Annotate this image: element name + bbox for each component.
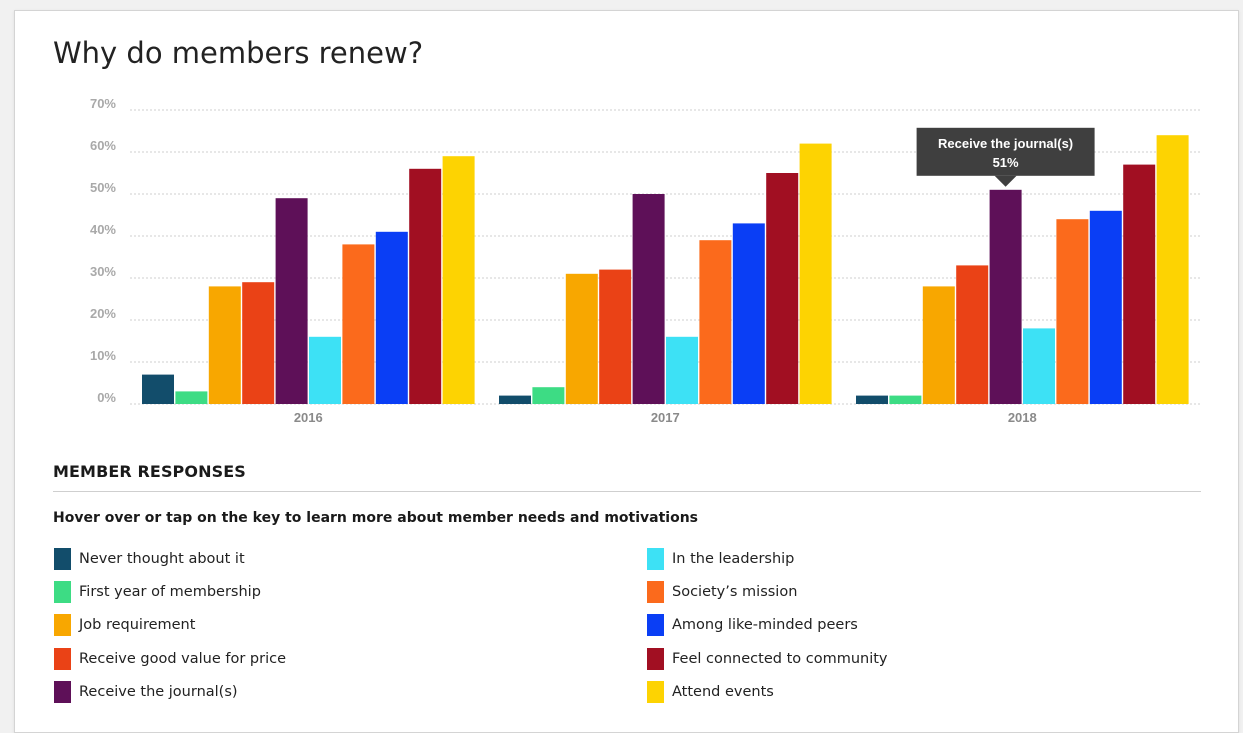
legend-swatch: [54, 548, 71, 570]
legend-label: Attend events: [672, 683, 774, 700]
bar[interactable]: [856, 395, 888, 404]
bars: [142, 135, 1189, 404]
bar[interactable]: [142, 374, 174, 404]
bar[interactable]: [275, 198, 308, 404]
legend-item[interactable]: Among like-minded peers: [647, 614, 858, 637]
legend-item[interactable]: First year of membership: [54, 581, 261, 604]
key-instruction: Hover over or tap on the key to learn mo…: [53, 510, 699, 526]
tooltip-label: Receive the journal(s): [938, 136, 1073, 151]
y-tick-label: 60%: [90, 138, 116, 153]
x-tick-label: 2018: [1008, 410, 1037, 425]
y-tick-label: 10%: [90, 348, 116, 363]
legend-label: Never thought about it: [79, 551, 245, 567]
y-axis-ticks: 0% 10% 20% 30% 40% 50% 60% 70%: [90, 96, 116, 405]
legend-label: Among like-minded peers: [672, 617, 858, 634]
bar[interactable]: [989, 189, 1022, 404]
bar[interactable]: [242, 282, 275, 404]
legend-item[interactable]: Society’s mission: [647, 581, 798, 604]
tooltip-value: 51%: [993, 155, 1019, 170]
legend-swatch: [647, 614, 664, 637]
bar[interactable]: [632, 194, 665, 404]
legend-swatch: [54, 680, 71, 703]
y-tick-label: 20%: [90, 306, 116, 321]
legend-swatch: [54, 581, 71, 604]
bar[interactable]: [499, 395, 531, 404]
tooltip-box: [916, 127, 1095, 176]
bar[interactable]: [565, 273, 598, 404]
bar[interactable]: [1056, 219, 1089, 404]
bar[interactable]: [1156, 135, 1189, 404]
legend-item[interactable]: In the leadership: [647, 548, 794, 570]
bar[interactable]: [375, 231, 408, 404]
bar[interactable]: [532, 387, 565, 404]
x-tick-label: 2017: [651, 410, 680, 425]
bar[interactable]: [956, 265, 989, 404]
legend-label: Receive good value for price: [79, 650, 286, 667]
legend-swatch: [647, 680, 664, 703]
legend-item[interactable]: Receive the journal(s): [54, 680, 238, 703]
bar[interactable]: [342, 244, 375, 404]
legend-swatch: [54, 647, 71, 670]
legend-label: Feel connected to community: [672, 650, 888, 667]
legend-label: Job requirement: [79, 617, 196, 634]
legend-swatch: [647, 548, 664, 570]
member-responses-heading: MEMBER RESPONSES: [53, 462, 246, 481]
bar[interactable]: [766, 173, 799, 404]
bar[interactable]: [442, 156, 475, 404]
y-tick-label: 40%: [90, 222, 116, 237]
section-divider: [53, 491, 1201, 492]
x-tick-label: 2016: [294, 410, 323, 425]
legend-item[interactable]: Job requirement: [54, 614, 196, 637]
bar[interactable]: [922, 286, 955, 404]
bar[interactable]: [1023, 328, 1055, 404]
legend-item[interactable]: Attend events: [647, 680, 774, 703]
bar-chart: 0% 10% 20% 30% 40% 50% 60% 70% 2016 2017 2018 Rec…: [90, 96, 1200, 425]
x-axis-ticks: 2016 2017 2018: [294, 410, 1037, 425]
bar[interactable]: [175, 391, 208, 404]
legend-swatch: [647, 647, 664, 670]
legend-label: In the leadership: [672, 551, 795, 567]
bar[interactable]: [309, 336, 341, 404]
legend-label: Society’s mission: [672, 584, 798, 601]
y-tick-label: 70%: [90, 96, 116, 111]
bar[interactable]: [799, 143, 832, 404]
chart-title: Why do members renew?: [53, 36, 424, 70]
bar[interactable]: [409, 168, 442, 404]
bar[interactable]: [1089, 210, 1122, 404]
legend-swatch: [54, 614, 71, 637]
tooltip-arrow: [994, 175, 1017, 187]
bar[interactable]: [599, 269, 632, 404]
bar[interactable]: [666, 336, 698, 404]
legend-item[interactable]: Never thought about it: [54, 548, 245, 570]
legend-label: Receive the journal(s): [79, 683, 238, 700]
legend-label: First year of membership: [79, 584, 261, 601]
bar[interactable]: [889, 395, 922, 404]
y-tick-label: 30%: [90, 264, 116, 279]
legend-swatch: [647, 581, 664, 604]
legend-item[interactable]: Feel connected to community: [647, 647, 888, 670]
y-tick-label: 0%: [97, 390, 116, 405]
legend-item[interactable]: Receive good value for price: [54, 647, 286, 670]
tooltip: Receive the journal(s) 51%: [916, 127, 1095, 187]
bar[interactable]: [1123, 164, 1156, 404]
bar[interactable]: [732, 223, 765, 404]
y-tick-label: 50%: [90, 180, 116, 195]
bar[interactable]: [208, 286, 241, 404]
bar[interactable]: [699, 240, 732, 404]
